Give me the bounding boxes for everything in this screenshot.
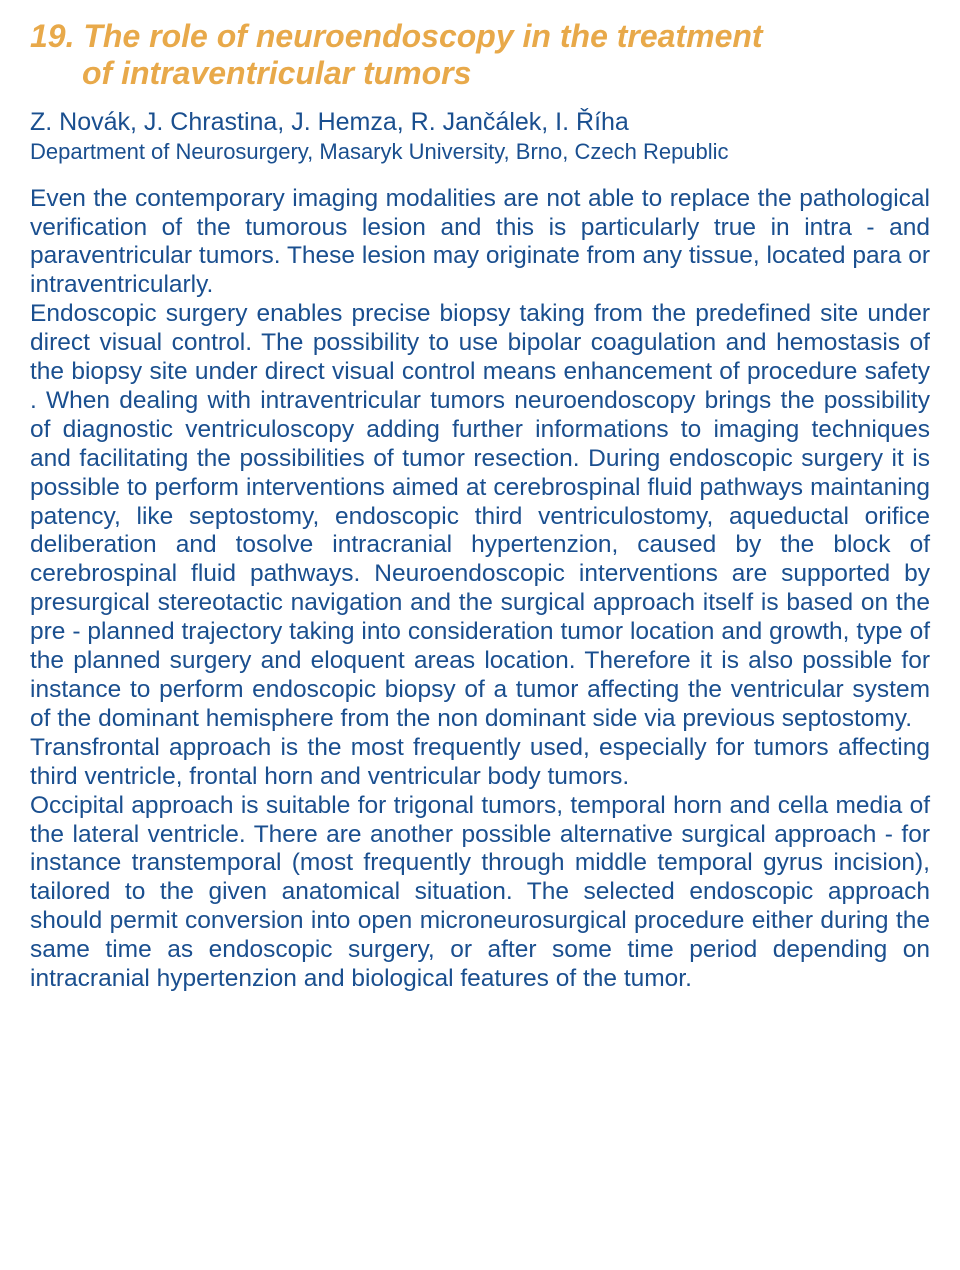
authors-list: Z. Novák, J. Chrastina, J. Hemza, R. Jan… xyxy=(30,108,930,137)
title-number: 19. xyxy=(30,18,74,54)
abstract-paragraph-2: Endoscopic surgery enables precise biops… xyxy=(30,300,930,734)
title-line-1: The role of neuroendoscopy in the treatm… xyxy=(83,18,762,54)
title-line-2: of intraventricular tumors xyxy=(30,55,930,92)
abstract-paragraph-1: Even the contemporary imaging modalities… xyxy=(30,185,930,301)
abstract-paragraph-4: Occipital approach is suitable for trigo… xyxy=(30,792,930,994)
abstract-title: 19. The role of neuroendoscopy in the tr… xyxy=(30,18,930,92)
abstract-paragraph-3: Transfrontal approach is the most freque… xyxy=(30,734,930,792)
affiliation-text: Department of Neurosurgery, Masaryk Univ… xyxy=(30,139,930,165)
